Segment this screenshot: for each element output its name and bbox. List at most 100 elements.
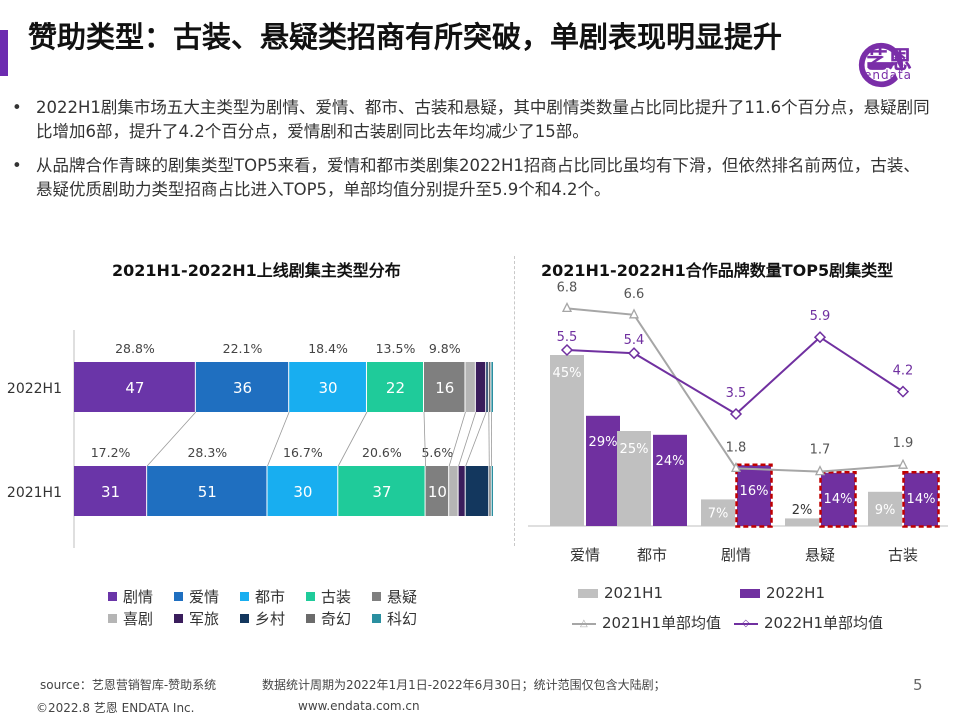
page-title: 赞助类型：古装、悬疑类招商有所突破，单剧表现明显提升 — [28, 20, 783, 54]
highlight-box-悬疑 — [819, 471, 857, 528]
marker-2022H1-avg — [729, 407, 743, 421]
footer-source: source：艺恩营销智库-赞助系统 — [40, 678, 217, 692]
bar-segment-古装-2021H1 — [338, 466, 425, 516]
marker-2021H1-avg — [897, 458, 909, 469]
bar-segment-奇幻-2021H1 — [489, 466, 491, 516]
bar-value-label: 47 — [125, 379, 144, 397]
line-value-label: 1.7 — [810, 443, 831, 458]
footer-copyright: ©2022.8 艺恩 ENDATA Inc. — [36, 701, 195, 715]
legend-swatch — [306, 614, 315, 623]
marker-2022H1-avg — [896, 385, 910, 398]
legend-item-2021H1: 2021H1 — [578, 584, 663, 602]
bar-value-label: 16 — [435, 379, 454, 397]
summary-bullets: • 2022H1剧集市场五大主类型为剧情、爱情、都市、古装和悬疑，其中剧情类数量… — [12, 96, 932, 212]
share-label: 28.3% — [187, 445, 227, 460]
x-tick-label-都市: 都市 — [637, 546, 667, 564]
bar-segment-奇幻-2022H1 — [488, 362, 491, 412]
bar-2021H1-悬疑 — [785, 518, 819, 526]
share-label: 18.4% — [308, 341, 348, 356]
bullet-item: • 2022H1剧集市场五大主类型为剧情、爱情、都市、古装和悬疑，其中剧情类数量… — [12, 96, 932, 144]
share-label: 13.5% — [376, 341, 416, 356]
legend-swatch — [108, 614, 117, 623]
page-number: 5 — [913, 676, 923, 694]
bar-segment-军旅-2022H1 — [475, 362, 486, 412]
bar-label-2021H1: 7% — [708, 507, 729, 522]
bar-segment-科幻-2021H1 — [491, 466, 493, 516]
legend-swatch — [740, 589, 760, 598]
legend-label: 都市 — [255, 588, 286, 606]
legend-item-军旅: 军旅 — [174, 608, 219, 629]
share-label: 28.8% — [115, 341, 155, 356]
connector-line — [465, 411, 487, 467]
category-label-2022H1: 2022H1 — [7, 381, 62, 397]
bullet-dot-icon: • — [12, 156, 22, 175]
category-label-2021H1: 2021H1 — [7, 485, 62, 501]
chart-divider — [514, 256, 515, 546]
bar-segment-悬疑-2022H1 — [424, 362, 465, 412]
marker-2022H1-avg — [560, 343, 574, 357]
bar-value-label: 30 — [319, 379, 338, 397]
legend-swatch — [240, 592, 249, 601]
bar-2021H1-剧情 — [701, 499, 735, 526]
bar-segment-古装-2022H1 — [366, 362, 423, 412]
line-value-label: 6.8 — [557, 280, 578, 295]
legend-label: 古装 — [321, 588, 352, 606]
legend-swatch — [372, 592, 381, 601]
bar-segment-悬疑-2021H1 — [425, 466, 449, 516]
legend-label: 科幻 — [387, 610, 418, 628]
bar-label-2022H1: 24% — [656, 454, 685, 469]
x-tick-label-爱情: 爱情 — [570, 546, 600, 564]
marker-2022H1-avg — [813, 331, 827, 344]
bar-2021H1-古装 — [868, 491, 902, 526]
legend-swatch: △ — [572, 618, 596, 630]
legend-item-奇幻: 奇幻 — [306, 608, 351, 629]
marker-2021H1-avg — [628, 308, 640, 319]
share-label: 9.8% — [429, 341, 461, 356]
legend-item-古装: 古装 — [306, 586, 351, 607]
connector-line — [267, 411, 290, 467]
bar-segment-喜剧-2022H1 — [465, 362, 475, 412]
bar-label-2022H1: 14% — [824, 492, 853, 507]
legend-label: 2022H1 — [766, 584, 825, 602]
bar-2021H1-爱情 — [550, 355, 584, 526]
footer-note: 数据统计周期为2022年1月1日-2022年6月30日；统计范围仅包含大陆剧； — [262, 678, 666, 692]
share-label: 20.6% — [362, 445, 402, 460]
legend-swatch — [240, 614, 249, 623]
legend-label: 2021H1单部均值 — [602, 614, 721, 632]
connector-line — [337, 411, 368, 467]
title-accent-bar — [0, 30, 8, 76]
line-value-label: 5.9 — [810, 309, 831, 324]
legend-item-喜剧: 喜剧 — [108, 608, 153, 629]
legend-swatch — [108, 592, 117, 601]
bar-segment-爱情-2022H1 — [195, 362, 289, 412]
bar-segment-乡村-2022H1 — [486, 362, 488, 412]
bar-value-label: 22 — [386, 379, 405, 397]
bar-2022H1-古装 — [904, 472, 938, 526]
legend-swatch: ◇ — [734, 618, 758, 630]
line-value-label: 5.5 — [557, 330, 578, 345]
x-tick-label-剧情: 剧情 — [721, 546, 751, 564]
bar-label-2022H1: 29% — [589, 435, 618, 450]
line-value-label: 3.5 — [726, 386, 747, 401]
legend-item-2022H1: 2022H1 — [740, 584, 825, 602]
line-value-label: 1.8 — [726, 440, 747, 455]
bar-value-label: 36 — [233, 379, 252, 397]
legend-item-都市: 都市 — [240, 586, 285, 607]
bar-2022H1-都市 — [653, 434, 687, 526]
legend-item-2021H1单部均值: △ 2021H1单部均值 — [572, 612, 721, 633]
marker-2021H1-avg — [561, 301, 573, 313]
logo-subtext: endata — [864, 68, 913, 82]
line-value-label: 1.9 — [893, 436, 914, 451]
bar-value-label: 10 — [428, 483, 447, 501]
legend-swatch — [174, 614, 183, 623]
bar-label-2021H1: 25% — [620, 442, 649, 457]
legend-label: 喜剧 — [123, 610, 154, 628]
bar-segment-都市-2021H1 — [267, 466, 338, 516]
bullet-dot-icon: • — [12, 98, 22, 117]
connector-line — [448, 411, 466, 467]
footer-website: www.endata.com.cn — [298, 699, 420, 713]
line-value-label: 6.6 — [624, 287, 645, 302]
line-2022H1单部均值 — [566, 335, 904, 416]
legend-label: 爱情 — [189, 588, 220, 606]
